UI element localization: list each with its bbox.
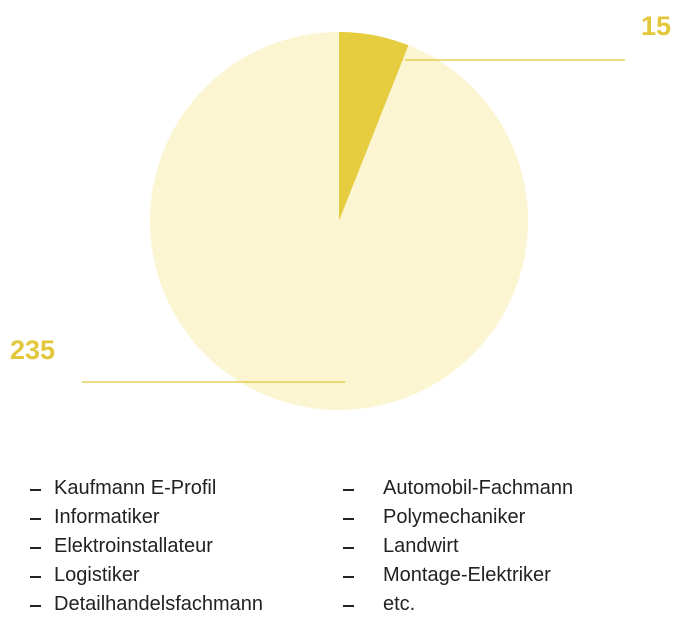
- item-text: Detailhandelsfachmann: [54, 593, 264, 615]
- dash: [343, 518, 354, 520]
- item-text: Elektroinstallateur: [54, 535, 213, 557]
- list-column: Kaufmann E-Profil Informatiker Elektroinst…: [30, 474, 263, 619]
- pie-slice: [339, 32, 409, 221]
- pie-slice: [149, 32, 528, 411]
- dash: [30, 605, 41, 607]
- dash: [30, 489, 41, 491]
- list-item: Detailhandelsfachmann: [30, 590, 263, 619]
- dash: [30, 547, 41, 549]
- data-label: 15: [641, 11, 671, 41]
- dash: [343, 489, 354, 491]
- list-item: Logistiker: [30, 561, 263, 590]
- list-item: etc.: [343, 590, 573, 619]
- item-text: Automobil-Fachmann: [383, 477, 574, 499]
- list-item: Landwirt: [343, 532, 573, 561]
- item-text: etc.: [383, 593, 416, 615]
- chart: 15 235: [10, 11, 671, 411]
- dash: [343, 547, 354, 549]
- item-text: Informatiker: [54, 506, 160, 528]
- dash: [343, 576, 354, 578]
- item-text: Landwirt: [383, 535, 459, 557]
- dash: [30, 576, 41, 578]
- list-item: Kaufmann E-Profil: [30, 474, 263, 503]
- list-item: Elektroinstallateur: [30, 532, 263, 561]
- item-text: Kaufmann E-Profil: [54, 477, 217, 499]
- list-column: Automobil-Fachmann Polymechaniker Landwirt…: [343, 474, 573, 619]
- list-item: Automobil-Fachmann: [343, 474, 573, 503]
- list-item: Montage-Elektriker: [343, 561, 573, 590]
- list-item: Informatiker: [30, 503, 263, 532]
- item-text: Montage-Elektriker: [383, 564, 551, 586]
- data-label: 235: [10, 335, 55, 365]
- dash: [30, 518, 41, 520]
- dash: [343, 605, 354, 607]
- item-text: Polymechaniker: [383, 506, 526, 528]
- item-text: Logistiker: [54, 564, 140, 586]
- list-item: Polymechaniker: [343, 503, 573, 532]
